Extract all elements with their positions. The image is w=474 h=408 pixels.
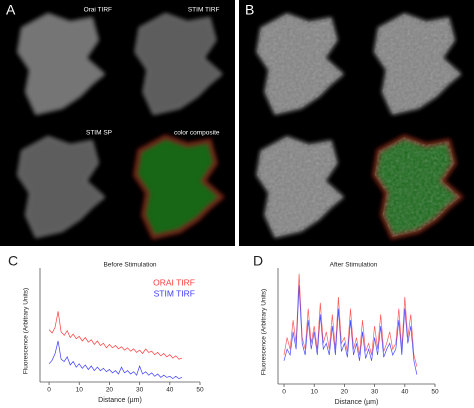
x-tick-label: 30 xyxy=(136,387,144,394)
micrograph xyxy=(373,13,462,115)
cell-texture xyxy=(374,14,461,114)
micrograph: STIM TIRF xyxy=(134,7,223,115)
cell-edge xyxy=(17,13,106,115)
cell-edge xyxy=(134,13,223,115)
x-tick-label: 50 xyxy=(196,387,204,394)
panel-label: A xyxy=(6,2,16,18)
cell-texture xyxy=(374,137,461,237)
x-tick-label: 50 xyxy=(431,389,439,396)
chart-title: After Stimulation xyxy=(330,262,378,269)
cell-texture xyxy=(257,14,343,114)
micrograph: Orai TIRF xyxy=(17,7,112,115)
x-tick-label: 0 xyxy=(282,389,286,396)
legend-label: ORAI TIRF xyxy=(153,277,195,287)
micrograph xyxy=(256,13,345,115)
x-tick-label: 30 xyxy=(371,389,379,396)
image-label: STIM TIRF xyxy=(188,7,220,14)
panel-label: B xyxy=(245,2,254,18)
panel-label: C xyxy=(8,253,18,269)
y-axis-label: Fluorescence (Arbitrary Units) xyxy=(261,289,268,375)
panel-label: D xyxy=(253,253,263,269)
y-axis-label: Fluorescence (Arbitrary Units) xyxy=(23,288,30,374)
cell-edge xyxy=(132,134,226,240)
data-line xyxy=(283,285,418,375)
data-line xyxy=(283,273,418,367)
x-tick-label: 0 xyxy=(47,387,51,394)
micrograph: STIM SP xyxy=(17,130,112,238)
cell-texture xyxy=(257,137,343,237)
cell-edge xyxy=(17,136,106,238)
x-tick-label: 20 xyxy=(106,387,114,394)
cell-shape xyxy=(135,137,222,237)
cell-shape xyxy=(18,137,104,237)
x-tick-label: 10 xyxy=(76,387,84,394)
x-tick-label: 40 xyxy=(166,387,174,394)
x-tick-label: 20 xyxy=(341,389,349,396)
cell-shape xyxy=(18,14,104,114)
micrograph: color composite xyxy=(132,130,226,240)
x-tick-label: 10 xyxy=(311,389,319,396)
image-label: Orai TIRF xyxy=(84,7,112,14)
x-axis-label: Distance (µm) xyxy=(335,399,379,406)
legend-label: STIM TIRF xyxy=(154,288,195,298)
data-line xyxy=(48,311,183,360)
data-line xyxy=(48,340,183,380)
x-axis-label: Distance (µm) xyxy=(98,397,142,404)
image-label: color composite xyxy=(174,130,220,137)
micrograph xyxy=(371,134,465,240)
micrograph xyxy=(256,136,345,238)
x-tick-label: 40 xyxy=(401,389,409,396)
cell-shape xyxy=(135,14,222,114)
chart-title: Before Stimulation xyxy=(103,262,156,269)
image-label: STIM SP xyxy=(86,130,112,137)
